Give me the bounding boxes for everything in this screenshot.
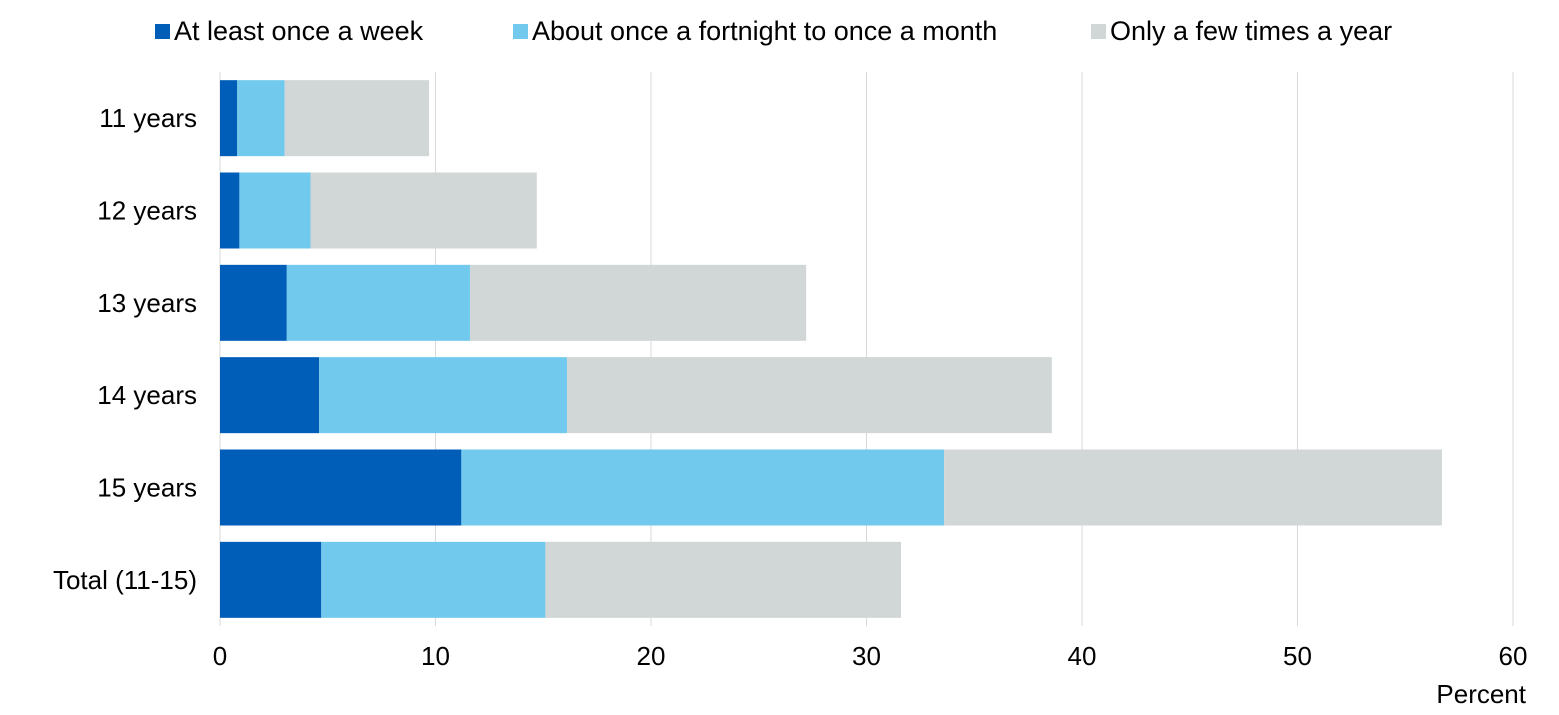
gridlines [219,72,1514,626]
category-label: Total (11-15) [53,565,197,595]
legend-swatch-yearly [1091,24,1106,39]
bar-segment [310,172,537,249]
x-tick-labels: 0 10 20 30 40 50 60 [213,641,1528,671]
bar-segment [321,541,546,618]
bar-segment [237,80,285,157]
legend-item-yearly: Only a few times a year [1091,16,1392,47]
category-label: 13 years [97,288,197,318]
legend-swatch-fortnightly [513,24,528,39]
legend-label-weekly: At least once a week [174,16,424,46]
bar-segment [220,541,322,618]
bar-segment [319,357,567,434]
x-tick-label: 10 [421,641,450,671]
category-label: 15 years [97,473,197,503]
bar-segment [545,541,901,618]
x-tick-label: 30 [852,641,881,671]
x-tick-label: 20 [637,641,666,671]
bar-segment [220,172,240,249]
legend-label-fortnightly: About once a fortnight to once a month [532,16,998,46]
bar-segment [944,449,1442,526]
bar-segment [239,172,311,249]
bar-segment [284,80,430,157]
bar-segment [220,449,462,526]
bar-segment [220,264,287,341]
legend-item-weekly: At least once a week [155,16,423,47]
bars [220,80,1442,618]
bar-segment [566,357,1052,434]
x-tick-label: 50 [1283,641,1312,671]
category-labels: 11 years 12 years 13 years 14 years 15 years… [53,103,197,595]
legend-item-fortnightly: About once a fortnight to once a month [513,16,997,47]
legend-label-yearly: Only a few times a year [1110,16,1393,46]
category-label: 14 years [97,380,197,410]
bar-segment [461,449,945,526]
x-tick-label: 60 [1499,641,1528,671]
legend-swatch-weekly [155,24,170,39]
x-tick-label: 0 [213,641,227,671]
category-label: 12 years [97,196,197,226]
category-label: 11 years [99,103,197,133]
bar-segment [220,357,320,434]
bar-segment [469,264,807,341]
bar-segment [286,264,470,341]
x-axis-title: Percent [1436,679,1526,709]
x-tick-label: 40 [1068,641,1097,671]
bar-segment [220,80,238,157]
